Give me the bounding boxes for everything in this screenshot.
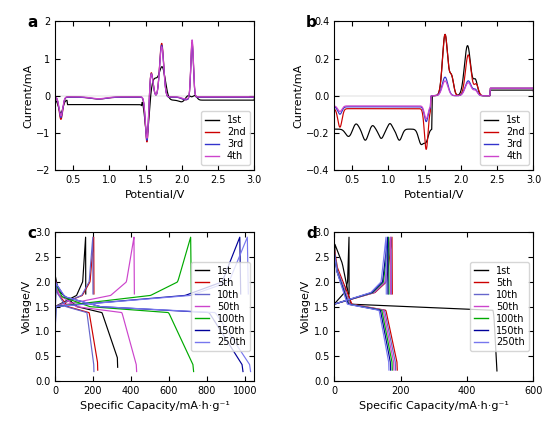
Legend: 1st, 2nd, 3rd, 4th: 1st, 2nd, 3rd, 4th xyxy=(480,111,529,165)
Legend: 1st, 2nd, 3rd, 4th: 1st, 2nd, 3rd, 4th xyxy=(201,111,250,165)
Text: a: a xyxy=(27,15,37,30)
X-axis label: Specific Capacity/mA·h·g⁻¹: Specific Capacity/mA·h·g⁻¹ xyxy=(359,401,509,411)
Y-axis label: Current/mA: Current/mA xyxy=(23,63,33,128)
Text: d: d xyxy=(306,226,317,241)
X-axis label: Potential/V: Potential/V xyxy=(124,190,185,200)
Y-axis label: Voltage/V: Voltage/V xyxy=(301,280,311,333)
Y-axis label: Current/mA: Current/mA xyxy=(293,63,303,128)
Y-axis label: Voltage/V: Voltage/V xyxy=(22,280,32,333)
Legend: 1st, 5th, 10th, 50th, 100th, 150th, 250th: 1st, 5th, 10th, 50th, 100th, 150th, 250t… xyxy=(470,262,529,351)
X-axis label: Specific Capacity/mA·h·g⁻¹: Specific Capacity/mA·h·g⁻¹ xyxy=(80,401,230,411)
Text: b: b xyxy=(306,15,317,30)
Legend: 1st, 5th, 10th, 50th, 100th, 150th, 250th: 1st, 5th, 10th, 50th, 100th, 150th, 250t… xyxy=(191,262,250,351)
Text: c: c xyxy=(27,226,36,241)
X-axis label: Potential/V: Potential/V xyxy=(404,190,464,200)
